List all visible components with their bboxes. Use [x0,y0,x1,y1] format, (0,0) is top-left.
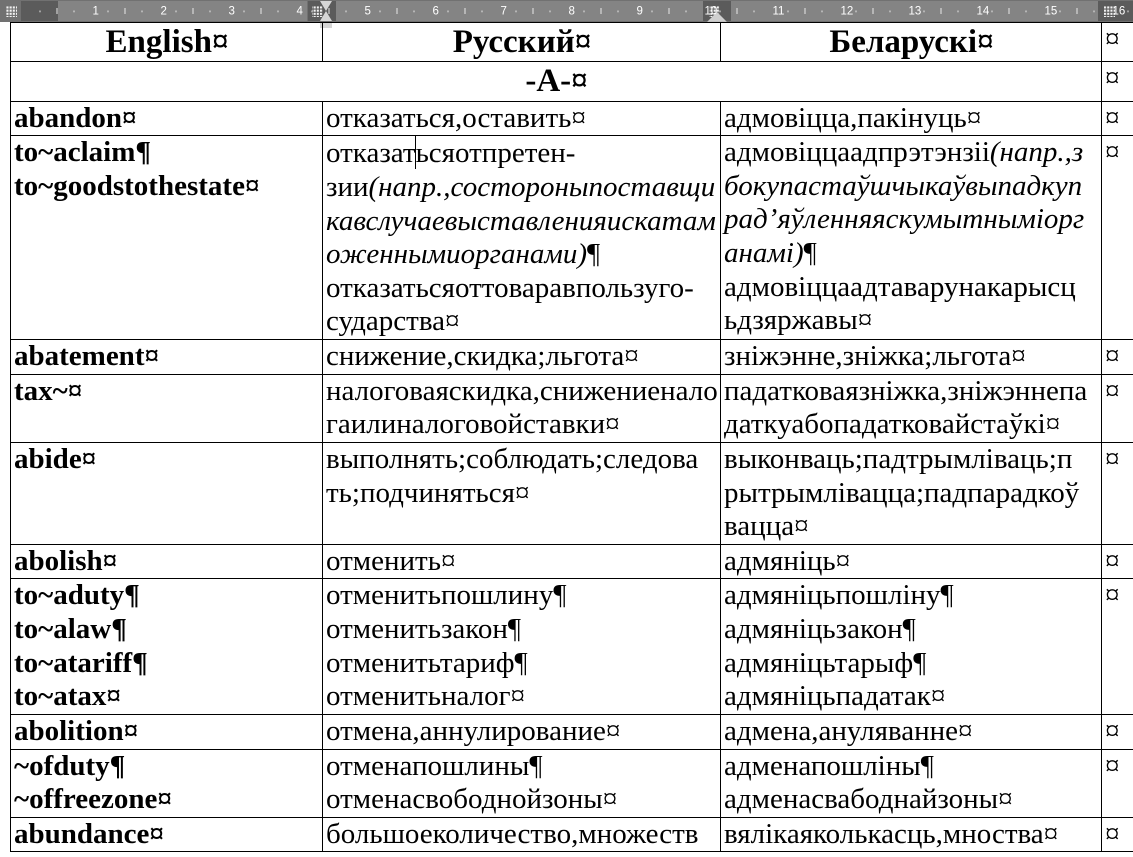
svg-text:15: 15 [1045,6,1058,18]
svg-text:10: 10 [705,6,718,18]
svg-text:12: 12 [841,6,854,18]
svg-text:9: 9 [637,6,643,18]
svg-text:1: 1 [93,6,99,18]
svg-text:14: 14 [977,6,990,18]
svg-text:5: 5 [365,6,371,18]
svg-text:6: 6 [433,6,439,18]
svg-text:8: 8 [569,6,575,18]
svg-text:3: 3 [229,6,235,18]
svg-text:7: 7 [501,6,507,18]
svg-text:2: 2 [161,6,167,18]
svg-text:4: 4 [297,6,304,18]
svg-text:16: 16 [1113,6,1126,18]
svg-text:13: 13 [909,6,922,18]
svg-text:11: 11 [773,6,785,18]
